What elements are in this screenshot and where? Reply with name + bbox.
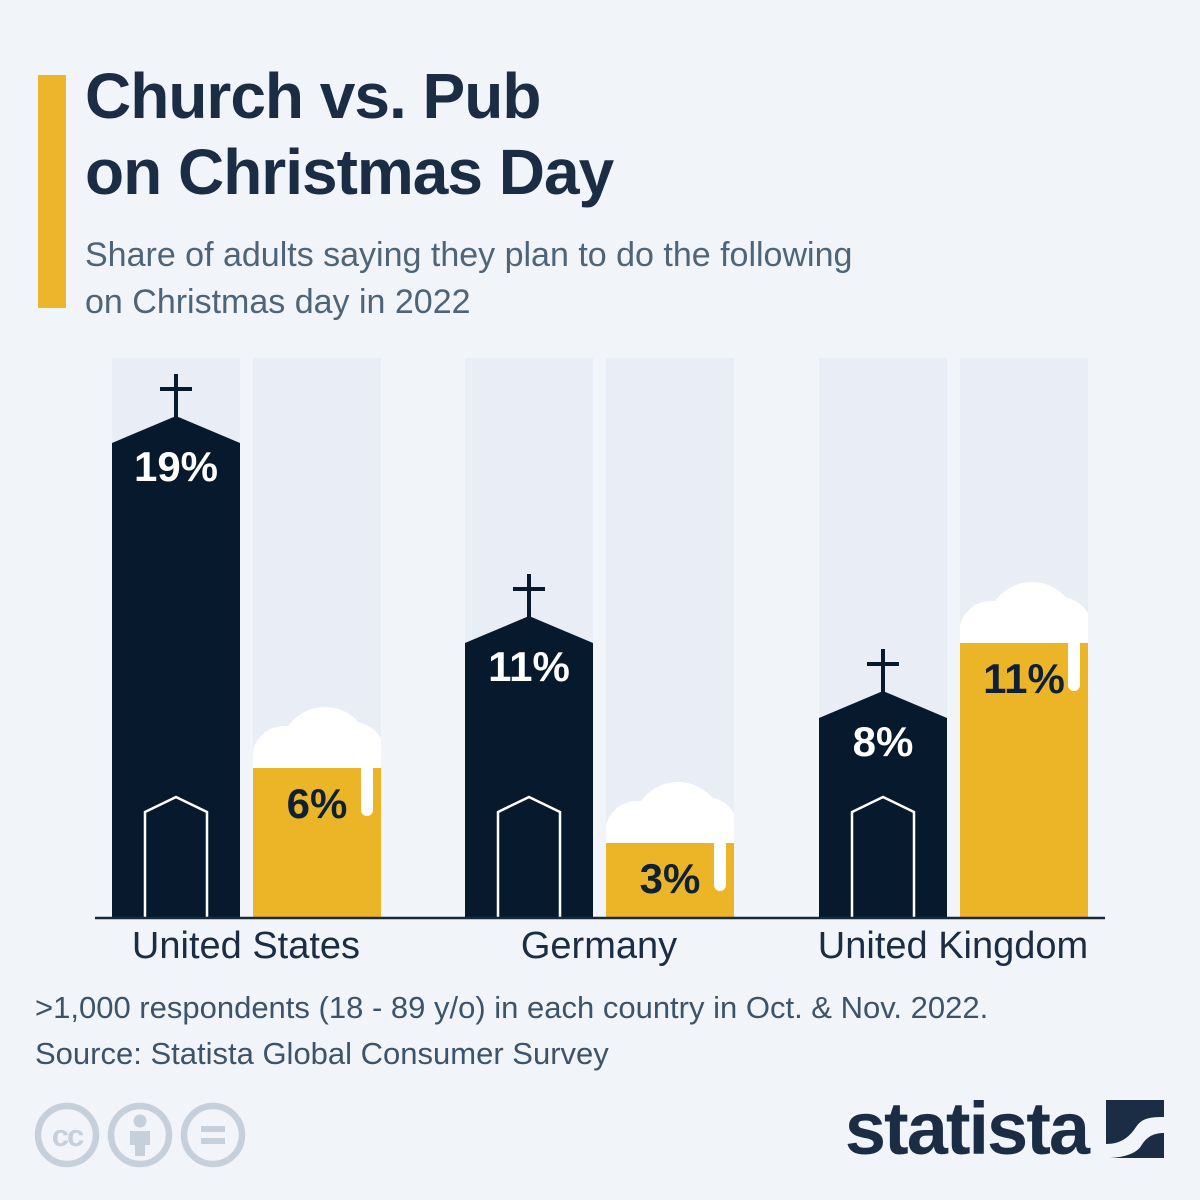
beer-body: [253, 768, 381, 918]
foam-base: [606, 830, 734, 843]
category-label: Germany: [521, 925, 677, 967]
church-bar: 19%: [112, 374, 240, 918]
beer-bar: [253, 707, 381, 918]
no-derivatives-icon[interactable]: [180, 1102, 246, 1168]
foam-base: [253, 755, 381, 768]
category-label: United States: [132, 925, 360, 967]
beer-body: [960, 643, 1088, 918]
statista-logo-text: statista: [844, 1087, 1090, 1170]
page-subtitle: Share of adults saying they plan to do t…: [85, 236, 853, 321]
source-note: Source: Statista Global Consumer Survey: [35, 1036, 609, 1071]
cc-license-badges[interactable]: cc: [33, 1101, 249, 1169]
beer-body: [606, 843, 734, 918]
accent-bar: [38, 75, 66, 308]
cc-icon[interactable]: cc: [34, 1102, 100, 1168]
beer-drip: [1068, 639, 1080, 691]
statista-logo[interactable]: statista: [845, 1092, 1164, 1166]
bar-value-label: 19%: [134, 443, 218, 490]
church-bar: 8%: [819, 649, 947, 918]
bar-value-label: 6%: [287, 780, 348, 827]
church-door-icon: [143, 795, 209, 918]
category-label: United Kingdom: [818, 925, 1088, 967]
church-bar: 11%: [465, 574, 593, 918]
statista-logo-mark: [1106, 1100, 1164, 1158]
bar-value-label: 8%: [853, 718, 914, 765]
church-cross-icon: [867, 649, 899, 697]
beer-bar: [960, 582, 1088, 918]
church-cross-icon: [513, 574, 545, 622]
page-title: Church vs. Pub on Christmas Day: [85, 60, 614, 208]
church-door-icon: [496, 795, 562, 918]
bar-value-label: 11%: [488, 643, 570, 690]
church-shape: [112, 416, 240, 918]
beer-drip: [361, 764, 373, 816]
bar-value-label: 3%: [640, 855, 701, 902]
church-cross-icon: [160, 374, 192, 422]
beer-drip: [714, 839, 726, 891]
bar-chart: 19% 6% United States 11% 3% Germany 8% 11% Unite…: [95, 358, 1105, 967]
respondents-note: >1,000 respondents (18 - 89 y/o) in each…: [35, 990, 989, 1025]
attribution-icon[interactable]: [107, 1102, 173, 1168]
svg-text:cc: cc: [52, 1118, 84, 1153]
foam-base: [960, 630, 1088, 643]
beer-bar: [606, 782, 734, 918]
bar-value-label: 11%: [983, 655, 1065, 702]
church-door-icon: [850, 795, 916, 918]
